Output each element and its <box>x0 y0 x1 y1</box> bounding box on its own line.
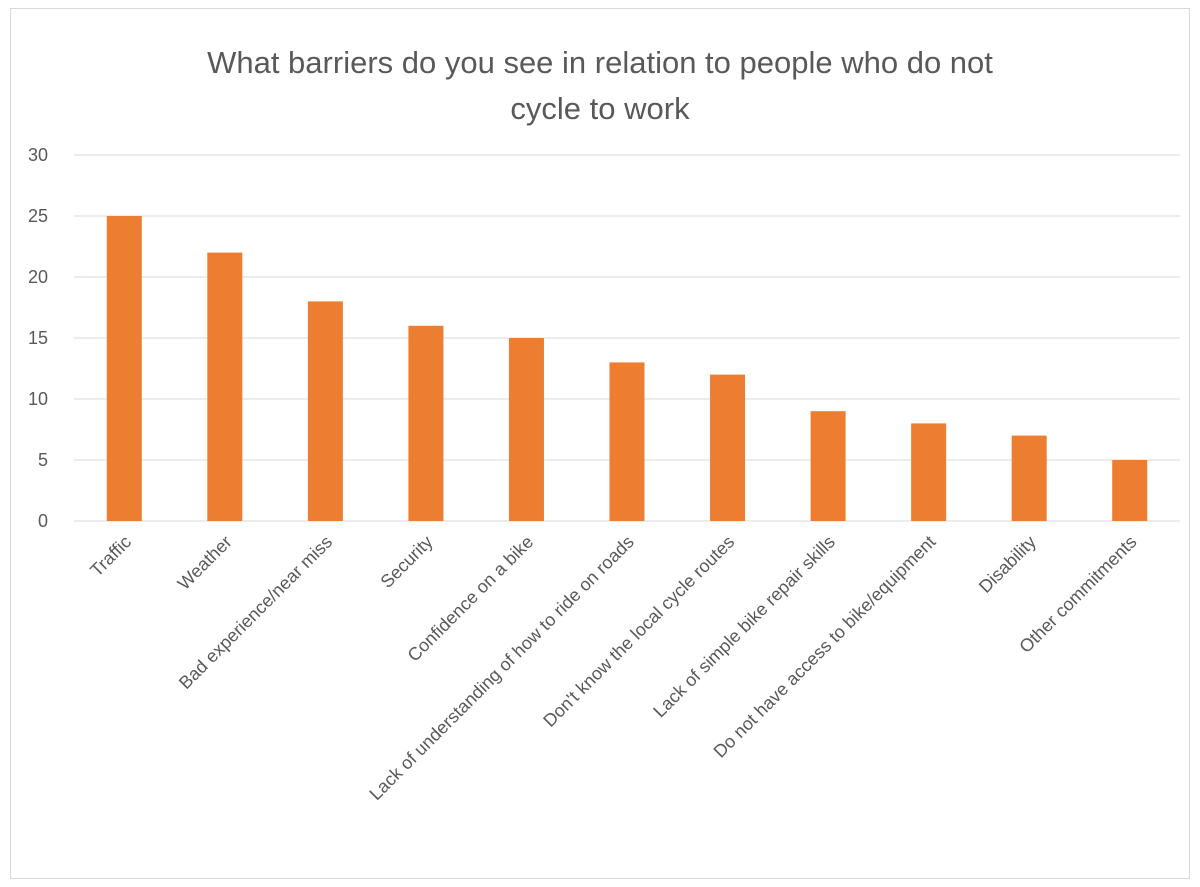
x-tick-label: Do not have access to bike/equipment <box>710 532 940 762</box>
bar <box>609 362 645 521</box>
bar <box>1112 460 1148 521</box>
y-tick-label: 25 <box>28 206 48 226</box>
bar <box>810 411 846 521</box>
bar <box>307 301 343 521</box>
bar <box>1011 435 1047 521</box>
y-tick-label: 5 <box>38 450 48 470</box>
x-tick-label: Disability <box>975 532 1040 597</box>
bar <box>106 216 142 521</box>
x-tick-label: Don't know the local cycle routes <box>539 532 738 731</box>
x-tick-label: Traffic <box>86 532 135 581</box>
chart-frame <box>10 8 1190 879</box>
chart-title-line-1: What barriers do you see in relation to … <box>207 45 993 80</box>
y-tick-label: 0 <box>38 511 48 531</box>
chart-title: What barriers do you see in relation to … <box>0 40 1200 132</box>
x-tick-label: Security <box>377 532 437 592</box>
bar <box>911 423 947 521</box>
y-tick-label: 30 <box>28 145 48 165</box>
bar <box>408 325 444 521</box>
bar <box>508 338 544 521</box>
y-tick-label: 10 <box>28 389 48 409</box>
bar <box>207 252 243 521</box>
bar <box>710 374 746 521</box>
x-tick-label: Lack of simple bike repair skills <box>649 532 839 722</box>
y-tick-label: 15 <box>28 328 48 348</box>
chart-title-line-2: cycle to work <box>510 91 690 126</box>
y-tick-label: 20 <box>28 267 48 287</box>
x-tick-label: Weather <box>174 532 236 594</box>
